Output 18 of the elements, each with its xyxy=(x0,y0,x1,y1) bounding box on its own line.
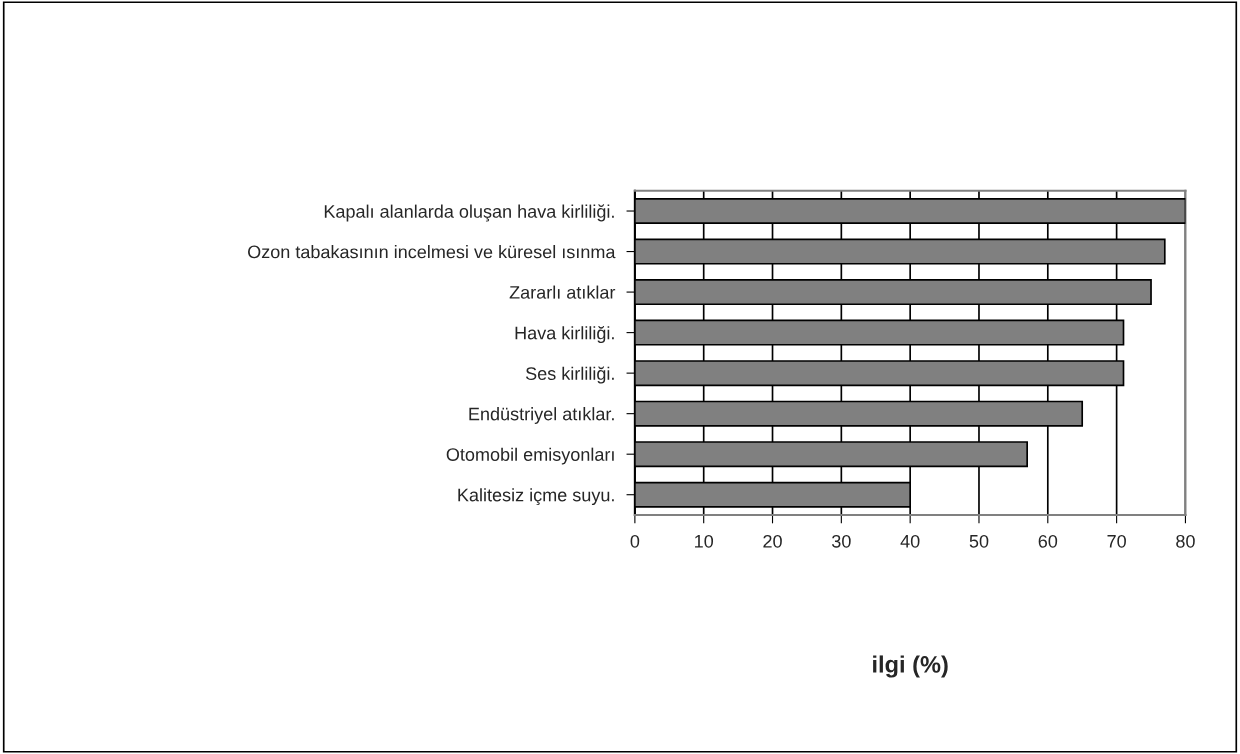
y-tick-label: Kapalı alanlarda oluşan hava kirliliği. xyxy=(324,204,614,222)
y-tick-label: Ses kirliliği. xyxy=(525,366,614,384)
x-axis-title: ilgi (%) xyxy=(873,655,948,678)
y-tick-label: Zararlı atıklar xyxy=(509,285,616,299)
x-tick-label: 80 xyxy=(1176,534,1195,548)
y-tick-label: Ozon tabakasının incelmesi ve küresel ısınma xyxy=(248,245,616,259)
x-tick-label: 0 xyxy=(630,534,640,548)
y-tick-label: Hava kirliliği. xyxy=(515,325,614,344)
x-tick-label: 30 xyxy=(831,534,851,548)
x-tick-label: 20 xyxy=(763,534,782,548)
y-tick-label: Kalitesiz içme suyu. xyxy=(458,488,614,506)
x-tick-label: 10 xyxy=(695,534,714,548)
y-tick-label: Otomobil emisyonları xyxy=(446,447,614,465)
x-tick-label: 40 xyxy=(900,534,920,548)
y-tick-label: Endüstriyel atıklar. xyxy=(469,407,614,424)
x-tick-label: 50 xyxy=(969,534,989,548)
x-tick-label: 60 xyxy=(1038,534,1058,548)
x-tick-label: 70 xyxy=(1107,534,1126,548)
